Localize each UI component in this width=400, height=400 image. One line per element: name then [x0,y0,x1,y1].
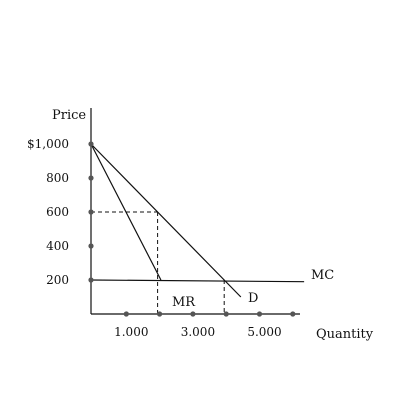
x-tick-label: 3.000 [181,325,215,339]
axis-dots [88,141,296,317]
y-tick-label: 200 [46,273,69,287]
reference-lines [91,211,225,314]
axes [90,108,300,315]
x-axis-dot [157,311,163,317]
x-axis-dot [290,311,296,317]
y-axis-dot [88,277,94,283]
series-line-d [90,143,242,298]
y-axis-dot [88,141,94,147]
y-axis-label: Price [52,108,86,123]
x-axis-dot [123,311,129,317]
x-axis-dot [223,311,229,317]
x-axis-dot [190,311,196,317]
x-axis-label: Quantity [316,327,374,342]
y-axis-dot [88,243,94,249]
x-tick-label: 5.000 [247,325,281,339]
tick-labels: $1,000 800 600 400 200 1.000 3.000 5.000 [27,137,282,339]
labels: Price Quantity D MR MC [52,108,374,342]
curve-label-mr: MR [172,295,196,310]
y-axis-dot [88,209,94,215]
y-tick-label: $1,000 [27,137,69,151]
x-tick-label: 1.000 [114,325,148,339]
curve-label-d: D [248,291,258,306]
series-lines [90,143,305,298]
series-line-mr [90,143,162,281]
curve-label-mc: MC [311,268,334,283]
y-tick-label: 600 [46,205,69,219]
y-axis-dot [88,175,94,181]
series-line-mc [90,279,305,283]
x-axis-dot [256,311,263,317]
y-tick-label: 800 [46,171,69,185]
y-tick-label: 400 [46,239,69,253]
